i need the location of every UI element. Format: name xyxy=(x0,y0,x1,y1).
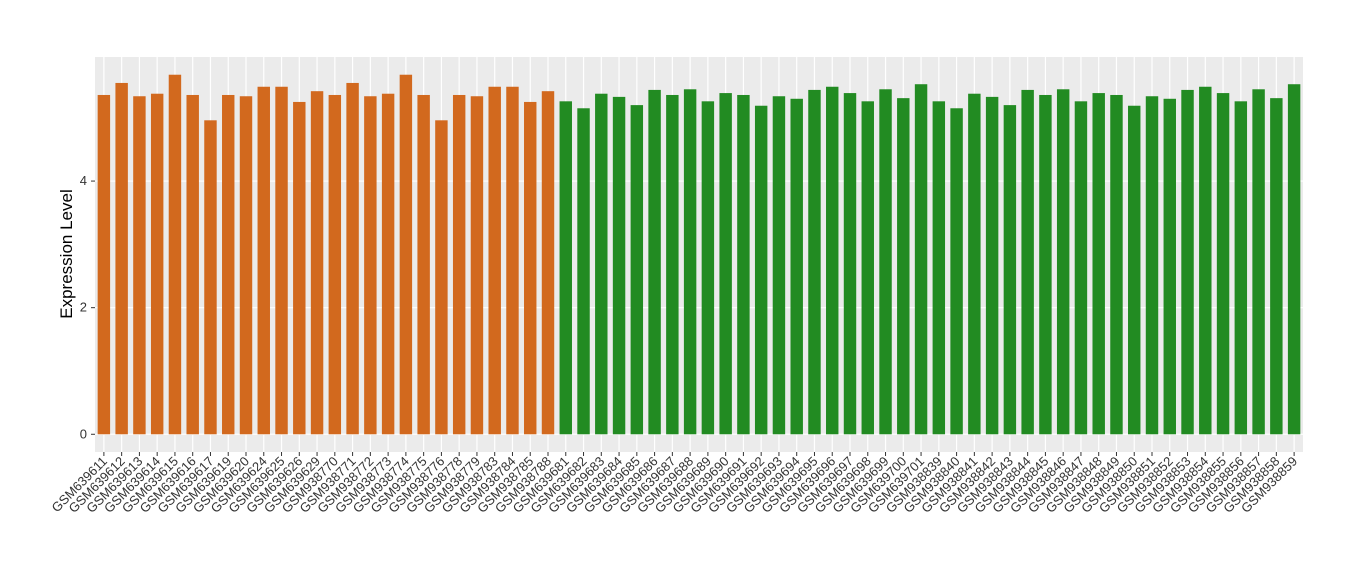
bar xyxy=(666,94,679,435)
bar xyxy=(861,101,874,435)
bar xyxy=(932,101,946,435)
bar xyxy=(559,101,572,435)
y-tick-label: 2 xyxy=(80,300,87,315)
bar xyxy=(452,94,466,435)
bar xyxy=(1039,94,1052,435)
bar xyxy=(506,86,519,435)
bar xyxy=(719,93,732,435)
bar xyxy=(1163,98,1176,435)
bar xyxy=(950,108,963,435)
bar xyxy=(150,93,164,435)
bar xyxy=(346,82,359,435)
bar xyxy=(897,98,910,435)
bar xyxy=(683,89,697,435)
bar xyxy=(826,86,839,435)
bar xyxy=(541,91,555,435)
bar xyxy=(1181,89,1194,435)
bar xyxy=(968,93,981,435)
bar xyxy=(257,86,270,435)
bar xyxy=(186,94,199,435)
bar xyxy=(115,82,128,435)
bar xyxy=(1003,105,1017,435)
bar xyxy=(737,94,750,435)
bar xyxy=(1234,101,1248,435)
bar xyxy=(293,101,306,435)
bar xyxy=(399,74,413,435)
bar xyxy=(364,96,377,435)
bar xyxy=(1021,89,1034,435)
bar xyxy=(577,108,590,435)
bar xyxy=(754,105,768,435)
bar xyxy=(133,96,146,435)
bar xyxy=(1216,93,1230,435)
bar xyxy=(328,94,342,435)
bar xyxy=(222,94,235,435)
bar xyxy=(524,101,537,435)
bar xyxy=(1056,89,1070,435)
bar xyxy=(630,105,644,435)
bar xyxy=(204,120,217,435)
bar xyxy=(914,84,928,435)
bar xyxy=(1287,84,1301,435)
bar xyxy=(648,89,661,435)
bar xyxy=(488,86,501,435)
bar xyxy=(168,74,182,435)
bar xyxy=(310,91,324,435)
bar xyxy=(772,96,786,435)
y-tick-label: 4 xyxy=(80,173,87,188)
bar xyxy=(1252,89,1265,435)
bar xyxy=(1092,93,1105,435)
bar xyxy=(1128,105,1141,435)
bar xyxy=(1270,98,1283,435)
bar xyxy=(595,93,608,435)
bar xyxy=(1110,94,1123,435)
bar xyxy=(1074,101,1088,435)
bar xyxy=(790,98,803,435)
bar xyxy=(470,96,484,435)
bar xyxy=(275,86,288,435)
bar xyxy=(843,93,857,435)
bar xyxy=(435,120,448,435)
bar xyxy=(808,89,821,435)
y-axis-label: Expression Level xyxy=(57,189,76,318)
bar xyxy=(381,93,395,435)
y-tick-label: 0 xyxy=(80,426,87,441)
bar xyxy=(701,101,715,435)
bar xyxy=(612,96,626,435)
bar xyxy=(239,96,253,435)
bar xyxy=(879,89,892,435)
bar xyxy=(417,94,430,435)
bar xyxy=(1199,86,1212,435)
bar xyxy=(985,96,999,435)
bar xyxy=(97,94,111,435)
bar xyxy=(1145,96,1159,435)
